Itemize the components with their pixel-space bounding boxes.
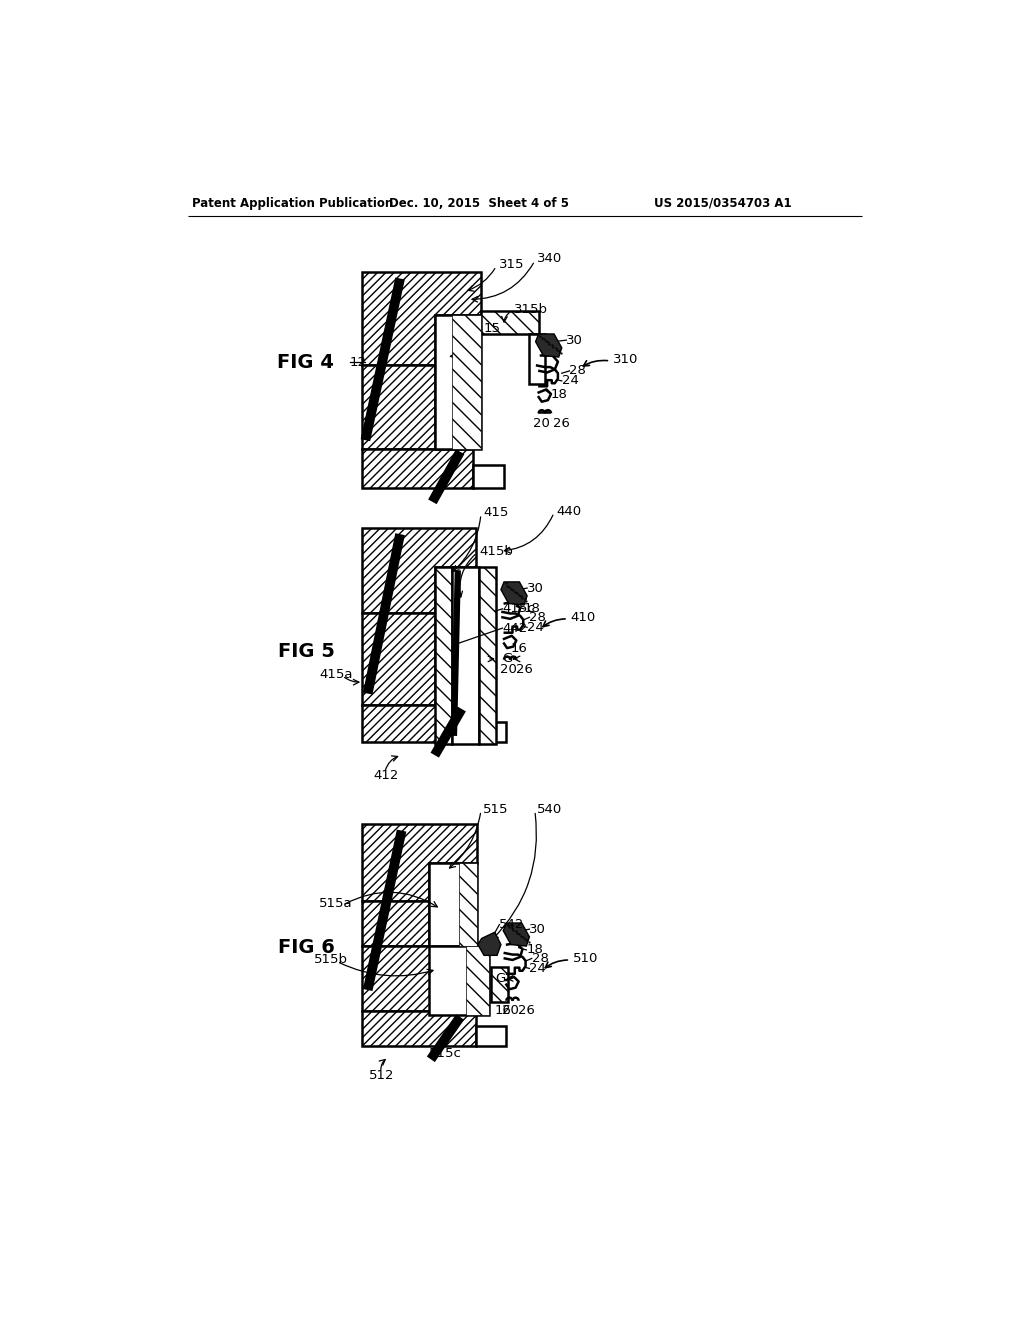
Text: 515: 515 (483, 803, 509, 816)
Text: G: G (503, 652, 513, 665)
Text: G: G (496, 972, 506, 985)
Polygon shape (435, 314, 481, 449)
Text: 26: 26 (518, 1005, 535, 1018)
Polygon shape (475, 722, 506, 742)
Text: 18: 18 (524, 602, 541, 615)
Text: 540: 540 (538, 803, 562, 816)
Text: US 2015/0354703 A1: US 2015/0354703 A1 (654, 197, 792, 210)
Text: 515b: 515b (313, 953, 348, 966)
Text: 542: 542 (500, 917, 524, 931)
Text: 18: 18 (526, 944, 543, 957)
Text: 24: 24 (529, 962, 546, 975)
Text: 16: 16 (510, 642, 527, 655)
Text: 15: 15 (483, 322, 500, 335)
Text: 515a: 515a (319, 898, 353, 911)
Text: 26: 26 (553, 417, 569, 430)
Text: 30: 30 (527, 582, 544, 594)
Text: Dec. 10, 2015  Sheet 4 of 5: Dec. 10, 2015 Sheet 4 of 5 (388, 197, 568, 210)
Text: 30: 30 (566, 334, 584, 347)
Text: 440: 440 (556, 504, 582, 517)
Polygon shape (361, 528, 475, 612)
Polygon shape (490, 966, 508, 1002)
Text: 442: 442 (503, 622, 527, 635)
Polygon shape (475, 1026, 506, 1047)
Text: 510: 510 (572, 952, 598, 965)
Text: 20: 20 (500, 663, 517, 676)
Text: 24: 24 (527, 620, 544, 634)
Text: 16: 16 (495, 1005, 512, 1018)
Polygon shape (473, 465, 504, 488)
Text: 28: 28 (531, 952, 549, 965)
Text: FIG 5: FIG 5 (279, 642, 335, 661)
Polygon shape (361, 364, 435, 449)
Polygon shape (503, 923, 529, 946)
Text: 20: 20 (503, 1005, 519, 1018)
Polygon shape (429, 863, 477, 946)
Text: 310: 310 (612, 352, 638, 366)
Polygon shape (479, 566, 497, 743)
Text: 315b: 315b (514, 302, 548, 315)
Text: 410: 410 (570, 611, 596, 624)
Polygon shape (459, 863, 477, 946)
Polygon shape (501, 582, 527, 605)
Polygon shape (453, 314, 481, 449)
Polygon shape (361, 902, 429, 946)
Polygon shape (466, 946, 489, 1015)
Text: 515c: 515c (429, 1047, 462, 1060)
Polygon shape (361, 272, 481, 364)
Text: 12: 12 (350, 356, 367, 370)
Polygon shape (429, 946, 489, 1015)
Text: 24: 24 (562, 375, 579, 388)
Polygon shape (478, 932, 501, 956)
Polygon shape (536, 334, 562, 358)
Polygon shape (361, 612, 435, 705)
Text: 315: 315 (499, 259, 524, 271)
Text: 26: 26 (515, 663, 532, 676)
Text: 512: 512 (370, 1069, 395, 1082)
Text: 415c: 415c (503, 602, 536, 615)
Text: FIG 4: FIG 4 (276, 352, 334, 372)
Text: 340: 340 (538, 252, 562, 265)
Text: 18: 18 (551, 388, 568, 400)
Text: 415b: 415b (479, 545, 513, 557)
Text: 415: 415 (483, 506, 509, 519)
Text: 28: 28 (529, 611, 546, 624)
Polygon shape (361, 946, 469, 1011)
Polygon shape (361, 705, 475, 742)
Text: Patent Application Publication: Patent Application Publication (193, 197, 393, 210)
Polygon shape (529, 334, 545, 384)
Polygon shape (435, 566, 452, 743)
Text: 28: 28 (569, 364, 587, 378)
Polygon shape (452, 566, 479, 743)
Text: FIG 6: FIG 6 (279, 939, 335, 957)
Polygon shape (361, 449, 473, 488)
Text: 415a: 415a (319, 668, 352, 681)
Polygon shape (481, 312, 539, 334)
Text: 30: 30 (529, 923, 546, 936)
Polygon shape (361, 1011, 475, 1047)
Polygon shape (361, 825, 477, 902)
Text: 412: 412 (373, 770, 398, 783)
Text: 20: 20 (534, 417, 550, 430)
